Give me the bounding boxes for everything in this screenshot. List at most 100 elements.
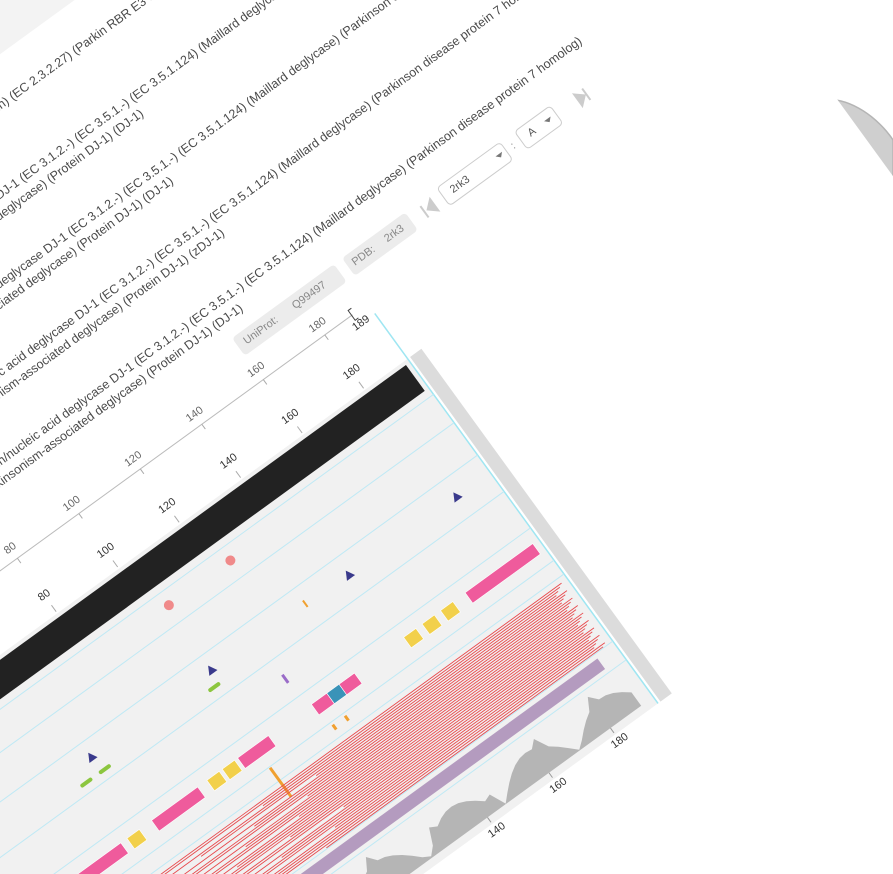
track-separator	[0, 640, 614, 874]
track-separator	[0, 422, 455, 874]
green-mark	[80, 777, 93, 788]
peptide-line	[262, 590, 559, 807]
track-separator	[0, 393, 434, 874]
ptm-triangle	[208, 665, 218, 676]
peptide-line	[104, 635, 591, 874]
orange-mark	[343, 714, 350, 722]
peptide-line	[138, 598, 564, 874]
track-separator	[0, 454, 478, 874]
nav-tick	[262, 379, 268, 385]
peptide-line	[147, 586, 561, 874]
conservation-histogram	[109, 692, 642, 874]
track-separator	[0, 559, 555, 874]
peptide-line	[236, 616, 582, 868]
nav-axis	[0, 314, 353, 834]
peptide-line	[183, 613, 575, 874]
domain-block	[421, 614, 443, 635]
peptide-line	[298, 617, 573, 817]
feature-viewer-background	[0, 358, 659, 874]
peptide-line	[95, 647, 595, 874]
domain-block	[221, 759, 243, 781]
peptide-line	[334, 634, 600, 828]
domain-block	[403, 627, 424, 649]
orange-bar	[268, 766, 293, 798]
track-separator	[0, 527, 531, 874]
purple-mark	[281, 673, 290, 684]
peptide-line	[85, 595, 557, 874]
bottom-tick	[548, 772, 553, 778]
uniprot-box	[233, 265, 346, 355]
peptide-line	[121, 612, 584, 874]
ptm-triangle	[453, 492, 463, 503]
domain-block	[126, 829, 148, 850]
domain-block	[440, 601, 461, 622]
viewer-border	[374, 313, 659, 704]
seq-tick	[358, 381, 364, 389]
first-button[interactable]	[419, 196, 441, 219]
peptide-line	[228, 628, 586, 874]
domain-block	[206, 770, 228, 792]
peptide-line	[254, 602, 563, 827]
orange-mark	[302, 599, 309, 608]
peptide-line	[157, 638, 598, 874]
track-separator	[0, 491, 505, 874]
purple-bar	[111, 658, 606, 874]
ptm-triangle	[88, 752, 98, 763]
pdb-box	[343, 213, 417, 275]
structure-select[interactable]	[437, 142, 513, 206]
nav-tick	[324, 334, 329, 341]
peptide-line	[130, 609, 568, 874]
peptide-line	[211, 642, 606, 874]
peptide-line	[281, 631, 593, 858]
seq-tick	[112, 560, 119, 568]
peptide-line	[77, 597, 573, 874]
seq-tick	[174, 515, 180, 523]
select-caret	[544, 116, 551, 123]
peptide-line	[32, 582, 562, 874]
seq-tick	[235, 470, 242, 478]
peptide-line	[326, 646, 604, 849]
variant-circle	[225, 555, 236, 566]
last-button[interactable]	[571, 87, 592, 109]
nav-bracket	[347, 307, 359, 321]
nav-tick	[139, 468, 145, 475]
domain-block	[464, 543, 541, 604]
track-separator	[0, 573, 565, 874]
peptide-line	[175, 624, 579, 874]
peptide-line	[219, 639, 590, 874]
ptm-triangle	[345, 570, 356, 581]
separator: :	[508, 140, 518, 152]
nav-tick	[78, 513, 83, 519]
variant-circle	[163, 600, 174, 611]
peptide-line	[113, 624, 588, 874]
peptide-line	[192, 601, 571, 874]
orange-mark	[331, 723, 338, 731]
peptide-line	[166, 627, 595, 874]
domain-block	[237, 735, 277, 769]
seq-tick-label: 80	[36, 587, 53, 604]
track-separator	[0, 659, 627, 874]
seq-tick	[297, 426, 303, 434]
nav-tick	[201, 423, 206, 430]
nav-tick-label: 80	[2, 540, 19, 557]
green-mark	[208, 682, 221, 693]
peptide-line	[245, 605, 579, 848]
sequence-bar	[0, 364, 425, 874]
select-caret	[495, 151, 503, 158]
domain-block	[151, 786, 206, 832]
bottom-tick	[610, 727, 615, 734]
peptide-line	[68, 609, 577, 874]
peptide-line	[315, 594, 566, 776]
peptide-line	[59, 620, 580, 874]
peptide-line	[290, 620, 589, 838]
green-mark	[98, 764, 111, 775]
peptide-line	[307, 605, 570, 797]
domain-block	[338, 672, 363, 696]
nav-tick	[16, 557, 22, 564]
peptide-line	[343, 632, 584, 808]
domain-block	[65, 842, 129, 874]
peptide-line	[200, 590, 568, 857]
